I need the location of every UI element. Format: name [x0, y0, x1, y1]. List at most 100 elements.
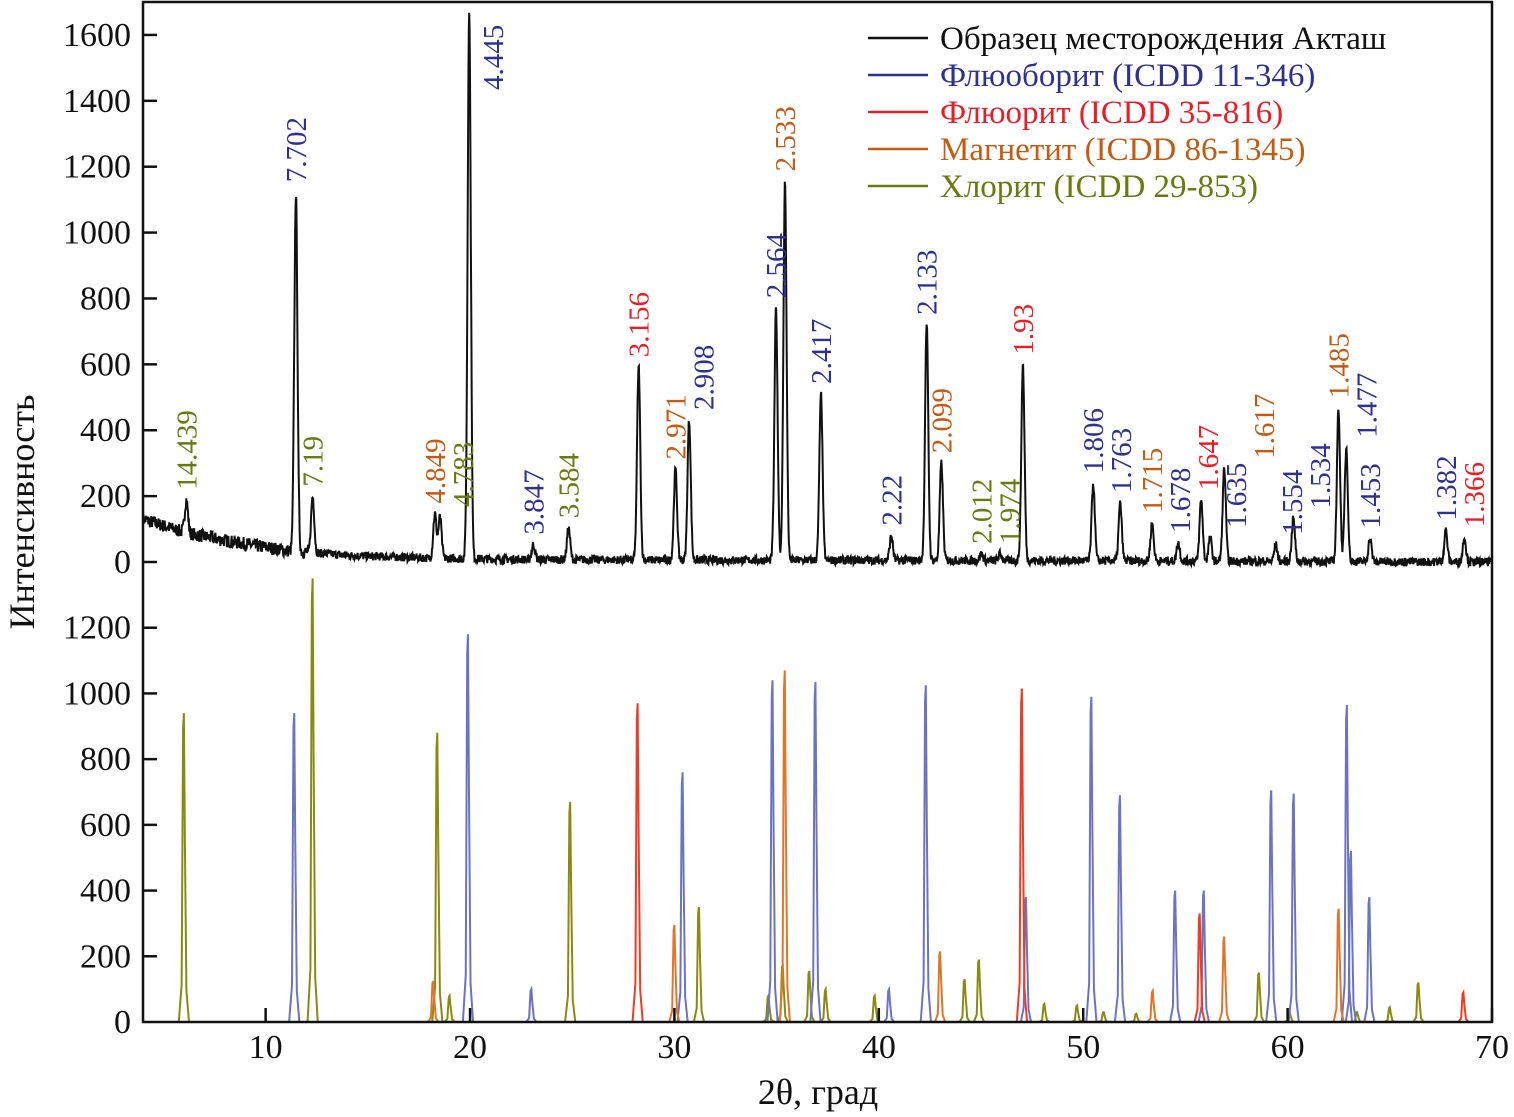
y-tick-label-upper: 800 — [80, 280, 131, 317]
peak-label-magnetite: 4.849 — [420, 438, 452, 503]
peak-label-chlorite: 1.974 — [994, 478, 1026, 544]
peak-label-magnetite: 1.715 — [1137, 448, 1169, 513]
reference-line-fluoroborite — [883, 985, 895, 1023]
reference-line-magnetite — [1332, 908, 1345, 1023]
reference-line-fluorite — [1193, 913, 1206, 1023]
reference-line-chlorite — [972, 959, 986, 1023]
peak-label-fluoroborite: 3.847 — [518, 469, 550, 534]
reference-line-chlorite — [431, 732, 444, 1023]
reference-line-fluoroborite — [461, 634, 475, 1023]
legend-entry: Магнетит (ICDD 86-1345) — [940, 132, 1305, 168]
reference-line-chlorite — [692, 906, 706, 1023]
reference-line-chlorite — [564, 801, 577, 1023]
peak-label-magnetite: 1.617 — [1249, 394, 1281, 459]
legend-entry: Флюоборит (ICDD 11-346) — [940, 58, 1315, 94]
reference-line-chlorite — [958, 978, 971, 1023]
reference-line-fluoroborite — [1287, 793, 1300, 1023]
peak-label-fluoroborite: 1.477 — [1352, 373, 1384, 438]
reference-line-magnetite — [668, 924, 681, 1023]
reference-line-magnetite — [427, 980, 440, 1023]
peak-label-fluoroborite: 1.806 — [1078, 408, 1110, 473]
reference-line-chlorite — [1252, 972, 1265, 1023]
y-tick-label-lower: 200 — [80, 938, 131, 975]
reference-line-fluoroborite — [1019, 897, 1033, 1023]
y-tick-label-upper: 1200 — [63, 149, 131, 186]
reference-line-chlorite — [1412, 982, 1425, 1023]
reference-line-fluoroborite — [1363, 897, 1376, 1023]
peak-label-fluorite: 3.156 — [624, 292, 656, 357]
observed-pattern-line — [142, 12, 1493, 570]
legend-entry: Хлорит (ICDD 29-853) — [940, 169, 1258, 205]
legend-entry: Флюорит (ICDD 35-816) — [940, 95, 1283, 131]
peak-label-chlorite: 3.584 — [554, 453, 586, 519]
reference-line-fluoroborite — [1113, 795, 1127, 1023]
reference-line-chlorite — [306, 578, 319, 1023]
reference-line-fluoroborite — [525, 985, 538, 1023]
axes: 0 200 400 600 800 1000 1200 1400 1600 0 200 400 600 8… — [63, 17, 1509, 1066]
reference-line-fluorite — [1015, 688, 1029, 1023]
plot-frame — [141, 0, 1494, 1024]
y-tick-label-lower: 400 — [80, 873, 131, 910]
y-axis-label: Интенсивность — [2, 395, 42, 630]
peak-label-chlorite: 7.19 — [298, 436, 330, 487]
x-tick-label: 10 — [249, 1029, 283, 1066]
peak-label-fluoroborite: 1.382 — [1431, 455, 1463, 520]
reference-line-magnetite — [1146, 987, 1159, 1023]
peak-label-fluorite: 1.93 — [1008, 304, 1040, 355]
peak-label-fluoroborite: 2.564 — [761, 232, 793, 298]
peak-label-fluoroborite: 2.22 — [876, 475, 908, 526]
peak-label-fluoroborite: 1.554 — [1277, 469, 1309, 535]
reference-line-fluoroborite — [288, 713, 301, 1023]
y-tick-label-lower: 1200 — [63, 610, 131, 647]
reference-line-fluoroborite — [919, 685, 932, 1023]
reference-line-chlorite — [868, 992, 881, 1023]
reference-line-fluoroborite — [676, 772, 689, 1023]
peak-label-fluoroborite: 1.763 — [1106, 428, 1138, 493]
x-tick-label: 20 — [453, 1029, 487, 1066]
y-tick-label-lower: 0 — [114, 1004, 131, 1041]
peak-label-chlorite: 2.012 — [966, 479, 998, 544]
y-tick-label-lower: 600 — [80, 807, 131, 844]
reference-line-fluoroborite — [766, 680, 779, 1023]
y-tick-label-upper: 1400 — [63, 83, 131, 120]
reference-line-magnetite — [1218, 936, 1231, 1023]
reference-line-chlorite — [177, 713, 190, 1023]
peak-label-fluoroborite: 7.702 — [281, 117, 313, 182]
reference-line-fluorite — [1457, 988, 1470, 1023]
y-tick-label-lower: 1000 — [63, 675, 131, 712]
reference-line-fluoroborite — [1085, 696, 1098, 1023]
peak-label-chlorite: 4.783 — [448, 442, 480, 507]
reference-line-chlorite — [819, 985, 832, 1023]
reference-line-magnetite — [778, 670, 791, 1023]
peak-label-magnetite: 1.485 — [1324, 333, 1356, 398]
reference-line-chlorite — [1384, 1005, 1396, 1023]
peak-label-fluoroborite: 2.908 — [688, 345, 720, 410]
y-tick-label-upper: 0 — [114, 544, 131, 581]
y-tick-label-upper: 400 — [80, 412, 131, 449]
peak-label-fluorite: 1.647 — [1193, 425, 1225, 490]
peak-label-fluoroborite: 1.453 — [1355, 463, 1387, 528]
y-tick-label-upper: 200 — [80, 478, 131, 515]
reference-line-chlorite — [1098, 1010, 1110, 1023]
reference-line-chlorite — [1071, 1003, 1083, 1023]
y-tick-label-upper: 1000 — [63, 215, 131, 252]
x-axis-label: 2θ, град — [758, 1072, 878, 1112]
peak-label-fluoroborite: 4.445 — [478, 25, 510, 90]
reference-line-magnetite — [934, 951, 947, 1023]
x-tick-label: 60 — [1271, 1029, 1305, 1066]
peak-label-magnetite: 2.971 — [660, 394, 692, 459]
reference-line-fluoroborite — [809, 681, 822, 1023]
reference-line-chlorite — [443, 992, 456, 1023]
y-tick-label-upper: 1600 — [63, 17, 131, 54]
reference-line-chlorite — [803, 970, 816, 1023]
reference-line-fluoroborite — [1344, 851, 1358, 1023]
peak-label-fluoroborite: 2.417 — [806, 319, 838, 384]
peak-label-fluoroborite: 2.133 — [912, 250, 944, 315]
reference-line-chlorite — [1351, 1010, 1363, 1023]
reference-line-fluoroborite — [1169, 890, 1182, 1023]
reference-line-fluorite — [631, 703, 644, 1023]
observed-pattern — [142, 12, 1493, 570]
peak-label-magnetite: 2.099 — [926, 388, 958, 453]
